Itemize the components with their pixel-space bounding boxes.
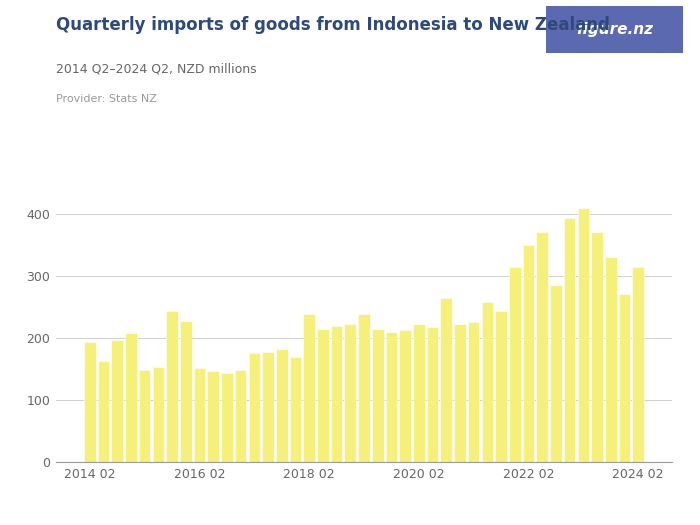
Bar — [180, 321, 192, 462]
Text: figure.nz: figure.nz — [575, 22, 652, 37]
Bar — [427, 327, 438, 462]
Bar — [468, 322, 480, 462]
Bar — [632, 267, 644, 462]
Bar — [509, 267, 521, 462]
Bar — [303, 314, 315, 462]
Bar — [125, 333, 136, 462]
Bar — [344, 323, 356, 462]
Bar — [592, 233, 603, 462]
Bar — [153, 367, 164, 462]
Bar — [221, 373, 232, 462]
Bar — [578, 207, 589, 462]
Bar — [386, 332, 397, 462]
Bar — [536, 233, 548, 462]
Bar — [413, 324, 425, 462]
Bar — [98, 361, 109, 462]
Text: Provider: Stats NZ: Provider: Stats NZ — [56, 94, 157, 104]
Bar — [482, 302, 494, 462]
Bar — [564, 218, 575, 462]
Bar — [550, 285, 561, 462]
Bar — [358, 314, 370, 462]
Bar — [139, 370, 150, 462]
Bar — [207, 371, 219, 462]
Bar — [399, 330, 411, 462]
Bar — [234, 370, 246, 462]
Bar — [454, 324, 466, 462]
Bar — [248, 353, 260, 462]
Bar — [440, 298, 452, 462]
Bar — [523, 246, 534, 462]
Bar — [619, 295, 630, 462]
Bar — [331, 326, 342, 462]
Bar — [194, 368, 205, 462]
Bar — [317, 329, 329, 462]
Bar — [167, 311, 178, 462]
Bar — [84, 342, 96, 462]
Bar — [276, 349, 288, 462]
Bar — [372, 329, 384, 462]
Bar — [111, 340, 123, 462]
Text: Quarterly imports of goods from Indonesia to New Zealand: Quarterly imports of goods from Indonesi… — [56, 16, 610, 34]
Bar — [290, 356, 301, 462]
Bar — [262, 352, 274, 462]
Bar — [605, 257, 617, 462]
Text: 2014 Q2–2024 Q2, NZD millions: 2014 Q2–2024 Q2, NZD millions — [56, 63, 257, 76]
Bar — [496, 311, 507, 462]
